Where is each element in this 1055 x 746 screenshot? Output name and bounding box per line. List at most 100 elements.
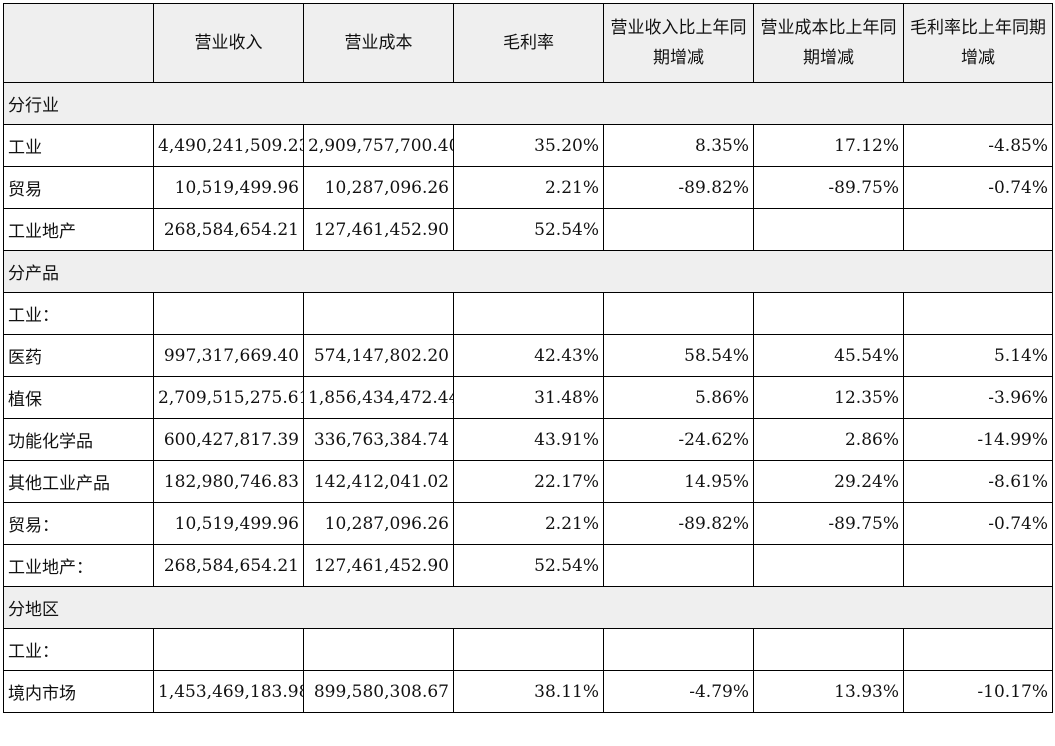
gross-margin-cell: 52.54% [453, 208, 604, 251]
revenue-change-cell: -4.79% [603, 670, 754, 713]
revenue-change-cell: -89.82% [603, 166, 754, 209]
row-label: 境内市场 [3, 670, 154, 713]
row-label: 贸易： [3, 502, 154, 545]
cost-change-cell: 29.24% [753, 460, 904, 503]
cost-change-cell [753, 544, 904, 587]
header-cell-revenue: 营业收入 [153, 3, 304, 83]
table-body: 分行业 工业 4,490,241,509.23 2,909,757,700.40 35.… [3, 82, 1053, 713]
cost-cell: 142,412,041.02 [303, 460, 454, 503]
revenue-change-cell: -24.62% [603, 418, 754, 461]
section-row: 分产品 [3, 250, 1053, 293]
cost-change-cell: 13.93% [753, 670, 904, 713]
cost-cell: 336,763,384.74 [303, 418, 454, 461]
margin-change-cell: -0.74% [903, 502, 1053, 545]
section-label: 分地区 [3, 586, 1053, 629]
revenue-cell: 182,980,746.83 [153, 460, 304, 503]
cost-change-cell: -89.75% [753, 166, 904, 209]
revenue-change-cell [603, 628, 754, 671]
table-row: 工业地产： 268,584,654.21 127,461,452.90 52.54% [3, 544, 1053, 587]
row-label: 功能化学品 [3, 418, 154, 461]
margin-change-cell: -8.61% [903, 460, 1053, 503]
margin-change-cell: -14.99% [903, 418, 1053, 461]
revenue-cell [153, 292, 304, 335]
gross-margin-cell: 43.91% [453, 418, 604, 461]
gross-margin-cell: 2.21% [453, 502, 604, 545]
header-cell-margin-change: 毛利率比上年同期增减 [903, 3, 1053, 83]
gross-margin-cell: 2.21% [453, 166, 604, 209]
table-row: 功能化学品 600,427,817.39 336,763,384.74 43.91% -… [3, 418, 1053, 461]
revenue-change-cell [603, 208, 754, 251]
table-row: 其他工业产品 182,980,746.83 142,412,041.02 22.17%… [3, 460, 1053, 503]
row-label: 工业： [3, 628, 154, 671]
table-row: 贸易： 10,519,499.96 10,287,096.26 2.21% -89.82… [3, 502, 1053, 545]
row-label: 医药 [3, 334, 154, 377]
row-label: 工业： [3, 292, 154, 335]
revenue-cell: 10,519,499.96 [153, 502, 304, 545]
cost-change-cell: 2.86% [753, 418, 904, 461]
revenue-cell: 10,519,499.96 [153, 166, 304, 209]
row-label: 工业地产 [3, 208, 154, 251]
header-cell-revenue-change: 营业收入比上年同期增减 [603, 3, 754, 83]
section-label: 分行业 [3, 82, 1053, 125]
table-row: 工业地产 268,584,654.21 127,461,452.90 52.54% [3, 208, 1053, 251]
gross-margin-cell: 22.17% [453, 460, 604, 503]
header-cell-label [3, 3, 154, 83]
gross-margin-cell: 31.48% [453, 376, 604, 419]
revenue-change-cell: -89.82% [603, 502, 754, 545]
row-label: 贸易 [3, 166, 154, 209]
gross-margin-cell [453, 628, 604, 671]
row-label: 工业地产： [3, 544, 154, 587]
cost-cell: 2,909,757,700.40 [303, 124, 454, 167]
revenue-change-cell: 8.35% [603, 124, 754, 167]
cost-cell: 10,287,096.26 [303, 502, 454, 545]
gross-margin-cell: 38.11% [453, 670, 604, 713]
table-row: 工业： [3, 292, 1053, 335]
margin-change-cell: 5.14% [903, 334, 1053, 377]
row-label: 其他工业产品 [3, 460, 154, 503]
revenue-cell: 600,427,817.39 [153, 418, 304, 461]
header-row: 营业收入 营业成本 毛利率 营业收入比上年同期增减 营业成本比上年同期增减 毛利… [3, 3, 1053, 83]
gross-margin-cell: 35.20% [453, 124, 604, 167]
revenue-cell: 268,584,654.21 [153, 544, 304, 587]
cost-change-cell [753, 208, 904, 251]
cost-change-cell: 17.12% [753, 124, 904, 167]
gross-margin-cell: 42.43% [453, 334, 604, 377]
revenue-change-cell: 5.86% [603, 376, 754, 419]
cost-cell: 1,856,434,472.44 [303, 376, 454, 419]
row-label: 工业 [3, 124, 154, 167]
section-row: 分行业 [3, 82, 1053, 125]
gross-margin-cell [453, 292, 604, 335]
table-row: 医药 997,317,669.40 574,147,802.20 42.43% 58.5… [3, 334, 1053, 377]
section-label: 分产品 [3, 250, 1053, 293]
margin-change-cell [903, 292, 1053, 335]
margin-change-cell: -3.96% [903, 376, 1053, 419]
revenue-cell: 1,453,469,183.98 [153, 670, 304, 713]
cost-cell: 899,580,308.67 [303, 670, 454, 713]
section-row: 分地区 [3, 586, 1053, 629]
revenue-cell: 997,317,669.40 [153, 334, 304, 377]
margin-change-cell: -4.85% [903, 124, 1053, 167]
financial-table: 营业收入 营业成本 毛利率 营业收入比上年同期增减 营业成本比上年同期增减 毛利… [3, 3, 1053, 713]
header-cell-cost-change: 营业成本比上年同期增减 [753, 3, 904, 83]
table-row: 植保 2,709,515,275.61 1,856,434,472.44 31.48%… [3, 376, 1053, 419]
table-row: 工业 4,490,241,509.23 2,909,757,700.40 35.20%… [3, 124, 1053, 167]
margin-change-cell [903, 208, 1053, 251]
cost-change-cell [753, 628, 904, 671]
margin-change-cell: -0.74% [903, 166, 1053, 209]
margin-change-cell: -10.17% [903, 670, 1053, 713]
revenue-change-cell [603, 544, 754, 587]
table-row: 境内市场 1,453,469,183.98 899,580,308.67 38.11%… [3, 670, 1053, 713]
header-cell-cost: 营业成本 [303, 3, 454, 83]
table-row: 贸易 10,519,499.96 10,287,096.26 2.21% -89.82%… [3, 166, 1053, 209]
revenue-cell: 4,490,241,509.23 [153, 124, 304, 167]
revenue-cell: 268,584,654.21 [153, 208, 304, 251]
cost-cell: 127,461,452.90 [303, 544, 454, 587]
revenue-change-cell: 14.95% [603, 460, 754, 503]
cost-change-cell [753, 292, 904, 335]
cost-cell: 10,287,096.26 [303, 166, 454, 209]
revenue-cell [153, 628, 304, 671]
cost-change-cell: 45.54% [753, 334, 904, 377]
cost-cell [303, 292, 454, 335]
header-cell-gross-margin: 毛利率 [453, 3, 604, 83]
row-label: 植保 [3, 376, 154, 419]
